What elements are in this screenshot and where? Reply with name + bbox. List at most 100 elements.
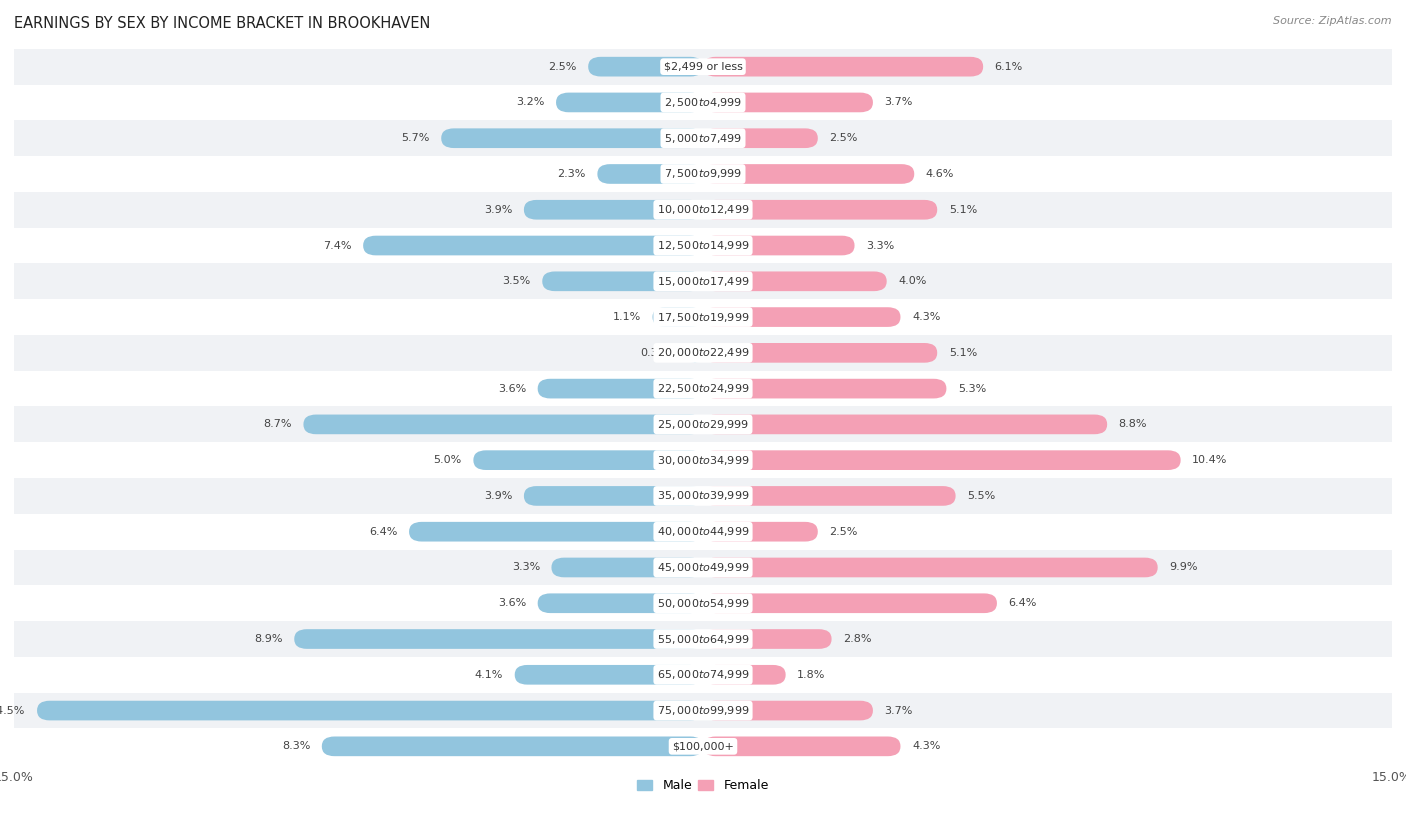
FancyBboxPatch shape bbox=[703, 701, 873, 720]
Bar bbox=[14, 514, 1392, 550]
FancyBboxPatch shape bbox=[703, 164, 914, 184]
Text: $65,000 to $74,999: $65,000 to $74,999 bbox=[657, 668, 749, 681]
Bar bbox=[14, 299, 1392, 335]
Text: 2.3%: 2.3% bbox=[558, 169, 586, 179]
Text: 3.9%: 3.9% bbox=[484, 491, 512, 501]
FancyBboxPatch shape bbox=[537, 379, 703, 398]
FancyBboxPatch shape bbox=[652, 307, 703, 327]
Text: $75,000 to $99,999: $75,000 to $99,999 bbox=[657, 704, 749, 717]
FancyBboxPatch shape bbox=[703, 415, 1107, 434]
Text: 3.3%: 3.3% bbox=[866, 241, 894, 250]
FancyBboxPatch shape bbox=[524, 486, 703, 506]
FancyBboxPatch shape bbox=[543, 272, 703, 291]
Text: $12,500 to $14,999: $12,500 to $14,999 bbox=[657, 239, 749, 252]
Bar bbox=[14, 371, 1392, 406]
Text: 3.6%: 3.6% bbox=[498, 384, 526, 393]
Text: 2.5%: 2.5% bbox=[830, 133, 858, 143]
Text: 4.3%: 4.3% bbox=[912, 741, 941, 751]
FancyBboxPatch shape bbox=[555, 93, 703, 112]
Text: 2.5%: 2.5% bbox=[830, 527, 858, 537]
Text: $100,000+: $100,000+ bbox=[672, 741, 734, 751]
Text: 3.5%: 3.5% bbox=[502, 276, 531, 286]
Text: 10.4%: 10.4% bbox=[1192, 455, 1227, 465]
Text: 4.3%: 4.3% bbox=[912, 312, 941, 322]
Text: 3.3%: 3.3% bbox=[512, 563, 540, 572]
Bar bbox=[14, 693, 1392, 728]
Legend: Male, Female: Male, Female bbox=[633, 774, 773, 798]
Text: 8.3%: 8.3% bbox=[283, 741, 311, 751]
Text: 3.9%: 3.9% bbox=[484, 205, 512, 215]
FancyBboxPatch shape bbox=[703, 379, 946, 398]
FancyBboxPatch shape bbox=[363, 236, 703, 255]
FancyBboxPatch shape bbox=[703, 486, 956, 506]
FancyBboxPatch shape bbox=[322, 737, 703, 756]
FancyBboxPatch shape bbox=[551, 558, 703, 577]
FancyBboxPatch shape bbox=[703, 558, 1157, 577]
FancyBboxPatch shape bbox=[703, 522, 818, 541]
FancyBboxPatch shape bbox=[703, 307, 900, 327]
Text: 8.7%: 8.7% bbox=[263, 420, 292, 429]
Text: $35,000 to $39,999: $35,000 to $39,999 bbox=[657, 489, 749, 502]
Bar bbox=[14, 263, 1392, 299]
Text: 5.5%: 5.5% bbox=[967, 491, 995, 501]
Text: 7.4%: 7.4% bbox=[323, 241, 352, 250]
Bar bbox=[14, 228, 1392, 263]
Text: 6.1%: 6.1% bbox=[994, 62, 1024, 72]
Bar bbox=[14, 120, 1392, 156]
Text: 9.9%: 9.9% bbox=[1170, 563, 1198, 572]
Text: 4.1%: 4.1% bbox=[475, 670, 503, 680]
Text: 5.3%: 5.3% bbox=[957, 384, 986, 393]
Bar bbox=[14, 550, 1392, 585]
FancyBboxPatch shape bbox=[515, 665, 703, 685]
FancyBboxPatch shape bbox=[703, 200, 938, 220]
FancyBboxPatch shape bbox=[703, 665, 786, 685]
FancyBboxPatch shape bbox=[703, 128, 818, 148]
FancyBboxPatch shape bbox=[524, 200, 703, 220]
Text: $40,000 to $44,999: $40,000 to $44,999 bbox=[657, 525, 749, 538]
FancyBboxPatch shape bbox=[304, 415, 703, 434]
Text: 2.5%: 2.5% bbox=[548, 62, 576, 72]
Text: 5.7%: 5.7% bbox=[401, 133, 430, 143]
Text: 1.1%: 1.1% bbox=[613, 312, 641, 322]
Bar bbox=[14, 335, 1392, 371]
FancyBboxPatch shape bbox=[537, 593, 703, 613]
Text: 4.6%: 4.6% bbox=[925, 169, 955, 179]
FancyBboxPatch shape bbox=[703, 737, 900, 756]
Text: 2.8%: 2.8% bbox=[844, 634, 872, 644]
FancyBboxPatch shape bbox=[703, 343, 938, 363]
FancyBboxPatch shape bbox=[294, 629, 703, 649]
Bar bbox=[14, 156, 1392, 192]
Text: $25,000 to $29,999: $25,000 to $29,999 bbox=[657, 418, 749, 431]
Text: $55,000 to $64,999: $55,000 to $64,999 bbox=[657, 633, 749, 646]
Text: 8.8%: 8.8% bbox=[1119, 420, 1147, 429]
FancyBboxPatch shape bbox=[703, 236, 855, 255]
Text: 3.2%: 3.2% bbox=[516, 98, 544, 107]
Bar bbox=[14, 85, 1392, 120]
Text: 14.5%: 14.5% bbox=[0, 706, 25, 715]
FancyBboxPatch shape bbox=[409, 522, 703, 541]
Bar bbox=[14, 406, 1392, 442]
Text: $50,000 to $54,999: $50,000 to $54,999 bbox=[657, 597, 749, 610]
Bar bbox=[14, 728, 1392, 764]
FancyBboxPatch shape bbox=[703, 450, 1181, 470]
Text: $17,500 to $19,999: $17,500 to $19,999 bbox=[657, 311, 749, 324]
Text: 3.7%: 3.7% bbox=[884, 98, 912, 107]
Text: $15,000 to $17,499: $15,000 to $17,499 bbox=[657, 275, 749, 288]
FancyBboxPatch shape bbox=[703, 93, 873, 112]
Text: $2,500 to $4,999: $2,500 to $4,999 bbox=[664, 96, 742, 109]
Text: $20,000 to $22,499: $20,000 to $22,499 bbox=[657, 346, 749, 359]
Text: Source: ZipAtlas.com: Source: ZipAtlas.com bbox=[1274, 16, 1392, 26]
Text: 6.4%: 6.4% bbox=[1008, 598, 1036, 608]
Text: $30,000 to $34,999: $30,000 to $34,999 bbox=[657, 454, 749, 467]
Text: 4.0%: 4.0% bbox=[898, 276, 927, 286]
FancyBboxPatch shape bbox=[703, 593, 997, 613]
Bar bbox=[14, 192, 1392, 228]
Text: 3.6%: 3.6% bbox=[498, 598, 526, 608]
Text: EARNINGS BY SEX BY INCOME BRACKET IN BROOKHAVEN: EARNINGS BY SEX BY INCOME BRACKET IN BRO… bbox=[14, 16, 430, 31]
FancyBboxPatch shape bbox=[37, 701, 703, 720]
Text: $10,000 to $12,499: $10,000 to $12,499 bbox=[657, 203, 749, 216]
Text: 8.9%: 8.9% bbox=[254, 634, 283, 644]
Text: $5,000 to $7,499: $5,000 to $7,499 bbox=[664, 132, 742, 145]
Text: $22,500 to $24,999: $22,500 to $24,999 bbox=[657, 382, 749, 395]
Bar bbox=[14, 442, 1392, 478]
